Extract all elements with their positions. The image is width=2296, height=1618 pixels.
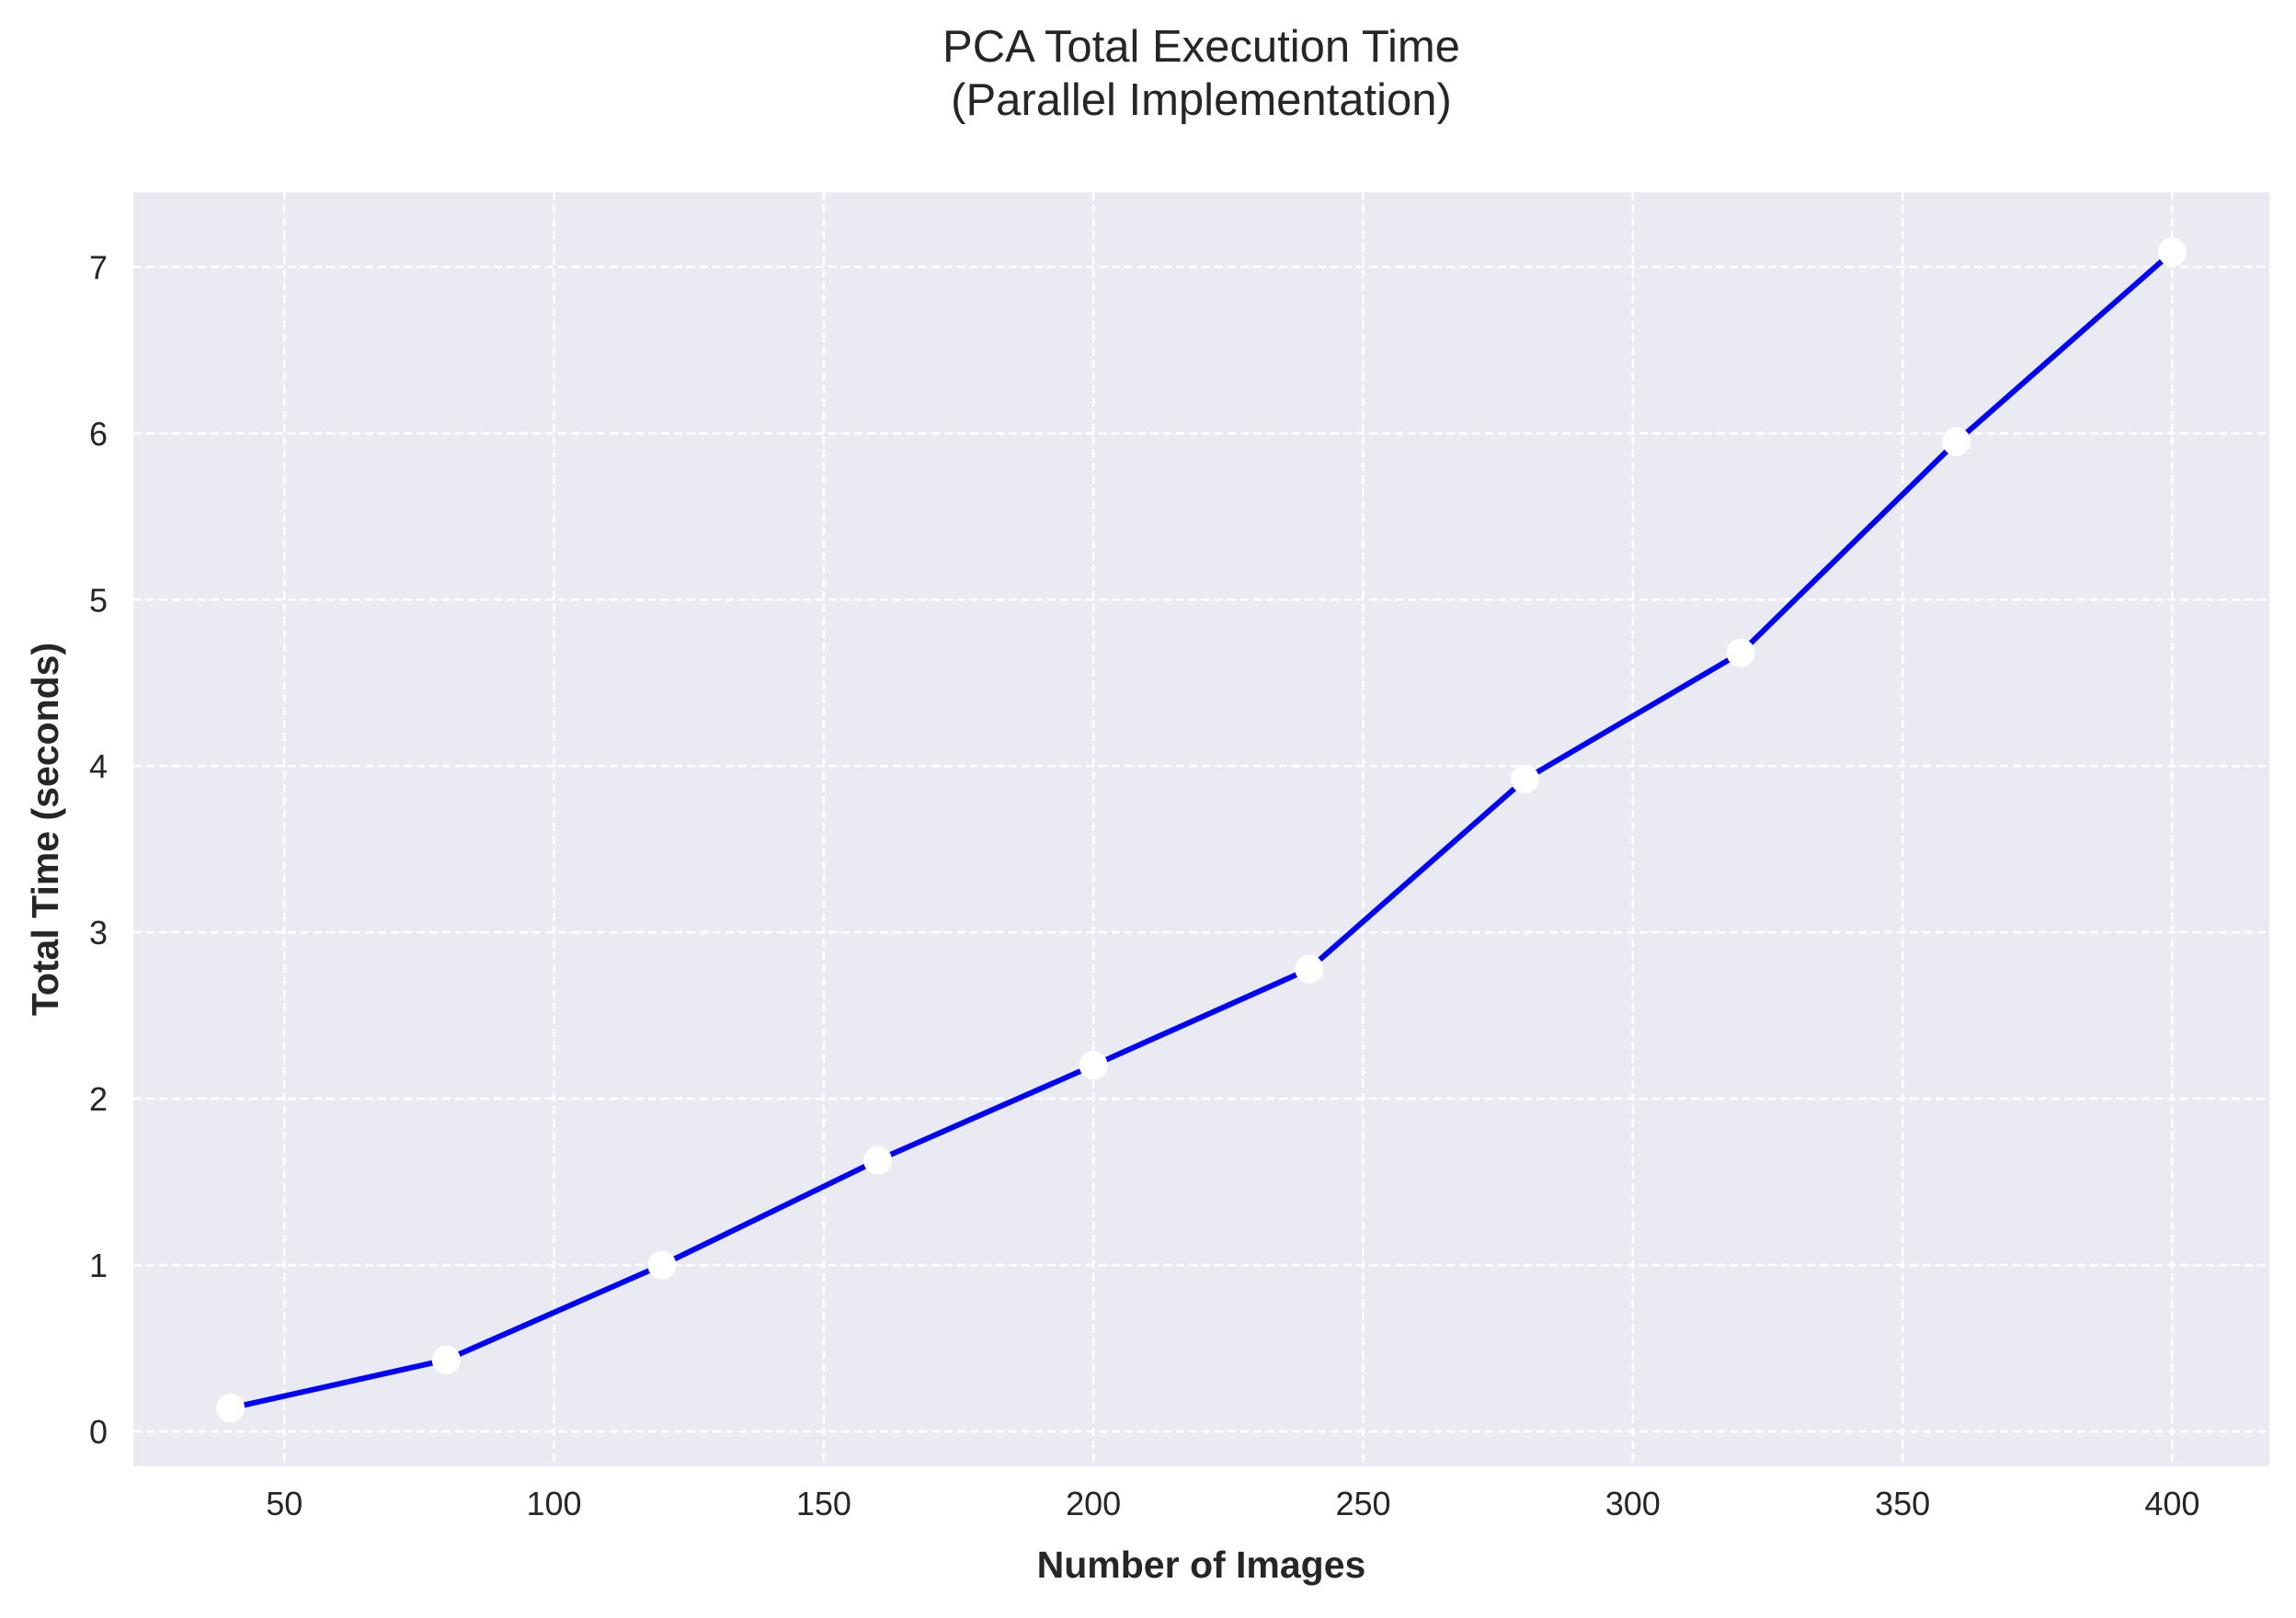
data-point — [1510, 765, 1539, 794]
x-axis-ticks: 50 100 150 200 250 300 350 400 — [266, 1485, 2199, 1522]
data-point — [1942, 427, 1971, 456]
x-tick-label: 250 — [1335, 1485, 1390, 1522]
x-tick-label: 50 — [266, 1485, 303, 1522]
y-tick-label: 3 — [89, 914, 108, 951]
x-tick-label: 100 — [527, 1485, 582, 1522]
x-tick-label: 300 — [1605, 1485, 1661, 1522]
x-tick-label: 400 — [2144, 1485, 2199, 1522]
y-tick-label: 6 — [89, 415, 108, 452]
y-tick-label: 1 — [89, 1247, 108, 1284]
data-point — [1295, 954, 1324, 984]
y-axis-label: Total Time (seconds) — [24, 643, 66, 1016]
data-point — [863, 1145, 893, 1175]
chart-title: PCA Total Execution Time(Parallel Implem… — [942, 22, 1460, 125]
y-axis-ticks: 0 1 2 3 4 5 6 7 — [89, 248, 108, 1451]
y-tick-label: 5 — [89, 581, 108, 619]
x-tick-label: 350 — [1875, 1485, 1930, 1522]
y-tick-label: 4 — [89, 747, 108, 785]
data-point — [2157, 237, 2187, 267]
y-tick-label: 2 — [89, 1080, 108, 1118]
data-point — [216, 1394, 246, 1423]
chart-title-line: PCA Total Execution Time — [942, 22, 1460, 72]
data-point — [647, 1250, 677, 1280]
data-point — [1726, 638, 1755, 667]
data-point — [1079, 1051, 1108, 1080]
data-point — [431, 1345, 461, 1374]
x-axis-label: Number of Images — [1037, 1544, 1366, 1586]
y-tick-label: 0 — [89, 1413, 108, 1451]
chart-title-line: (Parallel Implementation) — [951, 75, 1452, 125]
series-line — [227, 249, 2176, 1411]
plot-area — [133, 192, 2269, 1466]
y-tick-label: 7 — [89, 248, 108, 286]
x-tick-label: 150 — [796, 1485, 851, 1522]
grid-lines — [133, 192, 2269, 1466]
x-tick-label: 200 — [1066, 1485, 1121, 1522]
series-time — [216, 237, 2187, 1423]
